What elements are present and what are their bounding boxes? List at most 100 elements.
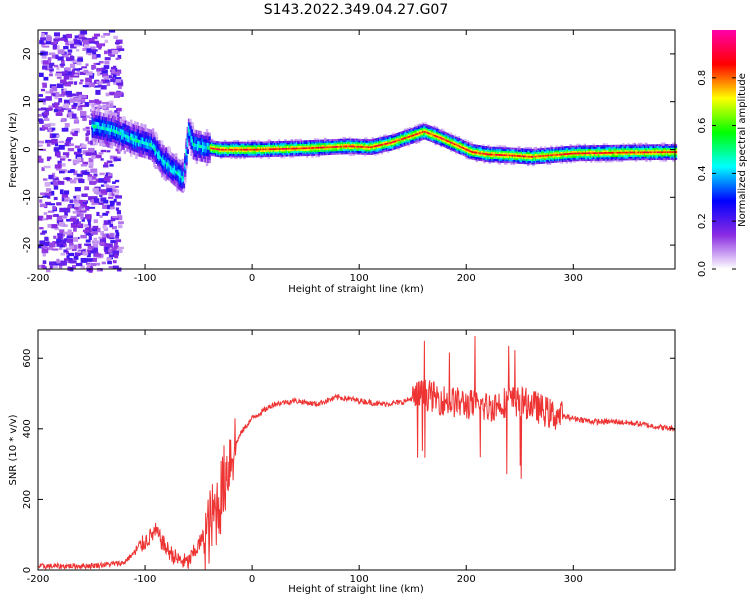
spectrogram-cell xyxy=(189,145,192,150)
spectrogram-cell xyxy=(447,135,450,137)
spectrogram-cell xyxy=(588,155,592,158)
spectrogram-cell xyxy=(325,144,328,147)
spectrogram-cell xyxy=(261,143,264,146)
spectrogram-cell xyxy=(422,123,426,126)
spectrogram-cell xyxy=(42,260,47,264)
spectrogram-cell xyxy=(69,76,73,81)
spectrogram-cell xyxy=(497,157,500,160)
spectrogram-cell xyxy=(403,130,407,133)
spectrogram-cell xyxy=(399,140,403,143)
spectrogram-cell xyxy=(73,220,79,224)
spectrogram-cell xyxy=(151,148,155,153)
spectrogram-cell xyxy=(205,159,209,163)
spectrogram-cell xyxy=(536,150,539,153)
spectrogram-cell xyxy=(226,143,229,146)
spectrogram-cell xyxy=(47,60,52,65)
spectrogram-cell xyxy=(259,150,263,153)
spectrogram-cell xyxy=(117,54,122,59)
spectrogram-cell xyxy=(55,54,59,60)
spectrogram-cell xyxy=(633,147,637,150)
spectrogram-cell xyxy=(280,140,283,143)
spectrogram-cell xyxy=(483,151,486,153)
spectrogram-cell xyxy=(448,140,452,143)
spectrogram-cell xyxy=(606,158,610,161)
spectrogram-cell xyxy=(284,149,287,152)
spectrogram-cell xyxy=(135,125,138,129)
spectrogram-cell xyxy=(550,161,553,164)
spectrogram-cell xyxy=(277,153,281,156)
spectrogram-cell xyxy=(431,138,435,141)
spectrogram-cell xyxy=(168,154,172,158)
spectrogram-cell xyxy=(253,152,256,154)
spectrogram-cell xyxy=(624,146,628,149)
spectrogram-cell xyxy=(69,93,77,97)
spectrogram-cell xyxy=(614,144,617,147)
spectrogram-cell xyxy=(104,130,107,134)
spectrogram-cell xyxy=(181,188,184,193)
spectrogram-cell xyxy=(40,232,46,235)
spectrogram-cell xyxy=(245,153,249,156)
spectrogram-cell xyxy=(650,152,653,155)
spectrogram-cell xyxy=(290,154,294,157)
spectrogram-cell xyxy=(272,146,276,149)
spectrogram-cell xyxy=(312,143,315,146)
spectrogram-cell xyxy=(54,94,59,100)
spectrogram-cell xyxy=(212,147,215,150)
spectrogram-cell xyxy=(505,154,508,157)
spectrogram-cell xyxy=(267,149,270,152)
spectrogram-cell xyxy=(103,143,106,147)
spectrogram-cell xyxy=(376,142,380,145)
spectrogram-cell xyxy=(538,156,542,159)
spectrogram-cell xyxy=(503,150,507,153)
spectrogram-cell xyxy=(438,129,441,132)
spectrogram-cell xyxy=(545,161,548,164)
spectrogram-cell xyxy=(216,151,219,154)
spectrogram-cell xyxy=(65,247,72,250)
spectrogram-cell xyxy=(582,152,585,155)
spectrogram-cell xyxy=(546,156,549,159)
spectrogram-cell xyxy=(240,148,243,151)
spectrogram-cell xyxy=(503,161,507,163)
spectrogram-cell xyxy=(56,238,62,243)
spectrogram-cell xyxy=(431,126,435,129)
spectrogram-cell xyxy=(547,147,550,150)
spectrogram-cell xyxy=(177,172,181,176)
spectrogram-cell xyxy=(460,147,463,150)
spectrogram-cell xyxy=(584,147,588,149)
spectrogram-cell xyxy=(181,165,184,170)
spectrogram-cell xyxy=(190,132,193,136)
spectrogram-cell xyxy=(528,153,531,156)
spectrogram-cell xyxy=(185,141,188,146)
spectrogram-cell xyxy=(275,142,278,145)
spectrogram-cell xyxy=(193,132,196,137)
spectrogram-cell xyxy=(548,162,552,165)
spectrogram-cell xyxy=(634,154,638,157)
spectrogram-cell xyxy=(231,155,234,158)
spectrogram-cell xyxy=(187,135,191,140)
spectrogram-cell xyxy=(273,142,277,145)
spectrogram-cell xyxy=(444,135,448,138)
spectrogram-cell xyxy=(262,151,265,154)
spectrogram-cell xyxy=(605,158,608,161)
spectrogram-cell xyxy=(421,122,425,125)
spectrogram-cell xyxy=(565,153,568,155)
spectrogram-cell xyxy=(141,150,145,155)
spectrogram-cell xyxy=(584,152,588,155)
spectrogram-cell xyxy=(484,149,488,152)
spectrogram-cell xyxy=(46,157,51,162)
spectrogram-cell xyxy=(331,140,335,143)
spectrogram-cell xyxy=(338,142,341,145)
spectrogram-cell xyxy=(216,153,219,156)
spectrogram-cell xyxy=(108,196,114,199)
spectrogram-cell xyxy=(333,152,336,155)
spectrogram-cell xyxy=(291,151,295,153)
spectrogram-cell xyxy=(232,153,236,156)
spectrogram-cell xyxy=(610,148,613,151)
spectrogram-cell xyxy=(97,135,101,140)
spectrogram-cell xyxy=(58,169,66,172)
spectrogram-cell xyxy=(433,141,436,144)
spectrogram-cell xyxy=(57,106,62,110)
spectrogram-cell xyxy=(587,157,590,160)
spectrogram-cell xyxy=(579,152,583,155)
spectrogram-cell xyxy=(583,155,586,158)
